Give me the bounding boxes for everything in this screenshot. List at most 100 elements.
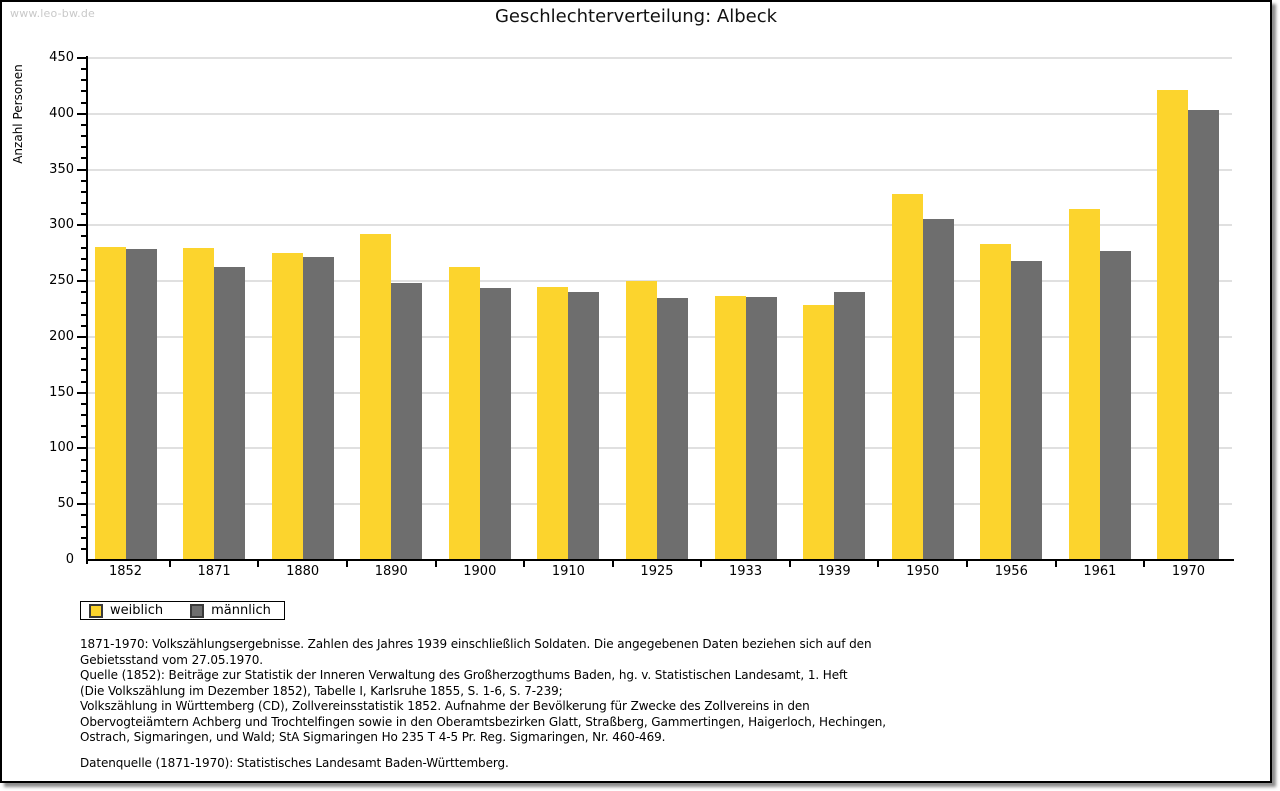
y-minor-tick (81, 480, 86, 483)
y-tick-label: 300 (49, 217, 74, 233)
y-minor-tick (81, 235, 86, 238)
y-minor-tick (81, 413, 86, 416)
x-tick-label: 1933 (729, 564, 763, 579)
x-boundary-tick (1054, 561, 1057, 567)
gridline-400 (88, 112, 1232, 115)
y-minor-tick (81, 469, 86, 472)
footnote-line: Ostrach, Sigmaringen, und Wald; StA Sigm… (80, 730, 666, 744)
y-tick-label: 400 (49, 105, 74, 121)
y-minor-tick (81, 525, 86, 528)
x-tick-label: 1910 (551, 564, 585, 579)
y-minor-tick (81, 425, 86, 428)
x-tick-label: 1970 (1171, 564, 1205, 579)
legend-label-weiblich: weiblich (110, 603, 164, 618)
y-minor-tick (81, 179, 86, 182)
bar-männlich-1939 (834, 292, 866, 560)
y-minor-tick (81, 268, 86, 271)
y-minor-tick (81, 436, 86, 439)
bar-weiblich-1950 (891, 194, 923, 560)
y-major-tick (77, 112, 86, 115)
y-minor-tick (81, 90, 86, 93)
bar-männlich-1871 (214, 266, 246, 560)
y-minor-tick (81, 157, 86, 160)
y-minor-tick (81, 369, 86, 372)
x-boundary-tick (257, 561, 260, 567)
y-tick-label: 0 (65, 552, 74, 567)
x-boundary-tick (168, 561, 171, 567)
bar-männlich-1925 (656, 297, 688, 560)
y-minor-tick (81, 202, 86, 205)
bar-weiblich-1900 (448, 266, 480, 560)
gridline-350 (88, 168, 1232, 171)
y-major-tick (77, 447, 86, 450)
x-boundary-tick (1143, 561, 1146, 567)
y-minor-tick (81, 402, 86, 405)
y-minor-tick (81, 492, 86, 495)
bar-weiblich-1871 (183, 247, 215, 560)
x-tick-label: 1900 (463, 564, 497, 579)
bar-weiblich-1970 (1157, 90, 1189, 560)
bar-männlich-1950 (922, 218, 954, 560)
y-minor-tick (81, 313, 86, 316)
bar-männlich-1956 (1011, 261, 1043, 560)
bar-männlich-1880 (302, 256, 334, 560)
y-minor-tick (81, 458, 86, 461)
y-tick-label: 100 (49, 440, 74, 456)
y-minor-tick (81, 146, 86, 149)
x-tick-label: 1956 (994, 564, 1028, 579)
y-major-tick (77, 503, 86, 506)
watermark: www.leo-bw.de (10, 7, 96, 20)
x-tick-label: 1880 (286, 564, 320, 579)
datasource-line: Datenquelle (1871-1970): Statistisches L… (80, 755, 509, 770)
x-boundary-tick (700, 561, 703, 567)
y-minor-tick (81, 536, 86, 539)
bar-weiblich-1925 (625, 281, 657, 560)
bar-weiblich-1939 (803, 304, 835, 560)
x-boundary-tick (434, 561, 437, 567)
y-minor-tick (81, 257, 86, 260)
y-minor-tick (81, 101, 86, 104)
y-major-tick (77, 57, 86, 59)
bar-männlich-1890 (391, 283, 423, 560)
footnote-line: Obervogteiämtern Achberg und Trochtelfin… (80, 714, 887, 729)
footnote: 1871-1970: Volkszählungsergebnisse. Zahl… (80, 637, 886, 771)
y-tick-label: 150 (49, 384, 74, 400)
legend-swatch-weiblich (89, 603, 103, 618)
bar-männlich-1970 (1188, 110, 1220, 560)
y-minor-tick (81, 291, 86, 294)
x-tick-label: 1950 (906, 564, 940, 579)
legend-label-maennlich: männlich (211, 603, 271, 618)
y-minor-tick (81, 213, 86, 216)
bar-männlich-1961 (1099, 250, 1131, 560)
footnote-line: (Die Volkszählung im Dezember 1852), Tab… (80, 683, 563, 698)
y-major-tick (77, 280, 86, 283)
y-minor-tick (81, 358, 86, 361)
x-boundary-tick (345, 561, 348, 567)
y-minor-tick (81, 547, 86, 550)
y-tick-label: 250 (49, 273, 74, 289)
y-minor-tick (81, 302, 86, 305)
legend-item-maennlich: männlich (190, 603, 271, 618)
x-tick-label: 1871 (197, 564, 231, 579)
bar-männlich-1900 (479, 287, 511, 560)
bar-weiblich-1890 (360, 234, 392, 560)
y-major-tick (77, 335, 86, 338)
x-boundary-tick (611, 561, 614, 567)
bar-weiblich-1852 (94, 246, 126, 560)
bar-männlich-1933 (745, 296, 777, 560)
bar-weiblich-1961 (1068, 208, 1100, 560)
y-minor-tick (81, 79, 86, 82)
y-tick-label: 450 (49, 50, 74, 65)
x-tick-label: 1925 (640, 564, 674, 579)
x-boundary-tick (523, 561, 526, 567)
x-tick-label: 1939 (817, 564, 851, 579)
legend-swatch-maennlich (190, 603, 205, 618)
y-minor-tick (81, 190, 86, 193)
y-minor-tick (81, 380, 86, 383)
chart-title: Geschlechterverteilung: Albeck (494, 6, 778, 27)
x-boundary-tick (877, 561, 880, 567)
y-minor-tick (81, 68, 86, 71)
x-tick-label: 1961 (1083, 564, 1117, 579)
bar-weiblich-1880 (271, 253, 303, 560)
bar-weiblich-1956 (980, 244, 1012, 560)
